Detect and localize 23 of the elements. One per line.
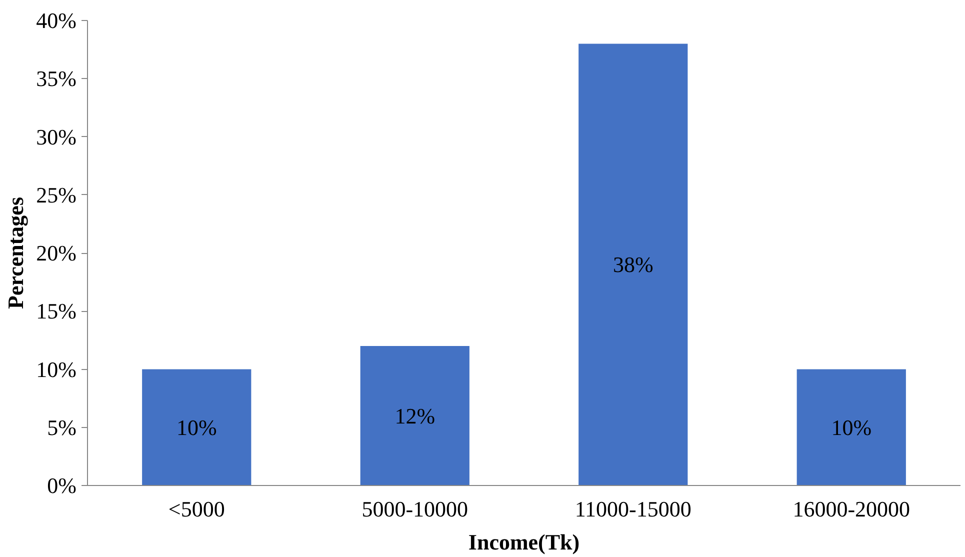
y-tick-label: 5% xyxy=(47,414,76,440)
y-tick-label: 15% xyxy=(36,298,76,324)
bar xyxy=(142,369,252,486)
x-tick-label: 11000-15000 xyxy=(574,496,692,522)
y-axis-title: Percentages xyxy=(3,196,28,309)
bar xyxy=(578,44,688,486)
y-tick-label: 20% xyxy=(36,240,76,266)
y-tick-label: 25% xyxy=(36,182,76,208)
data-label: 10% xyxy=(831,414,872,440)
x-tick-label: 16000-20000 xyxy=(792,496,910,522)
y-tick-label: 40% xyxy=(36,8,76,33)
data-label: 38% xyxy=(612,252,654,278)
y-tick-label: 30% xyxy=(36,124,76,150)
y-tick-label: 0% xyxy=(47,473,76,498)
y-tick-label: 10% xyxy=(36,356,76,382)
y-tick-label: 35% xyxy=(36,66,76,92)
data-label: 12% xyxy=(394,403,436,428)
data-label: 10% xyxy=(176,414,217,440)
x-axis-title: Income(Tk) xyxy=(468,530,580,554)
x-tick-label: <5000 xyxy=(168,496,225,522)
bar xyxy=(796,369,906,486)
bar xyxy=(360,346,470,486)
x-tick-label: 5000-10000 xyxy=(362,496,468,522)
